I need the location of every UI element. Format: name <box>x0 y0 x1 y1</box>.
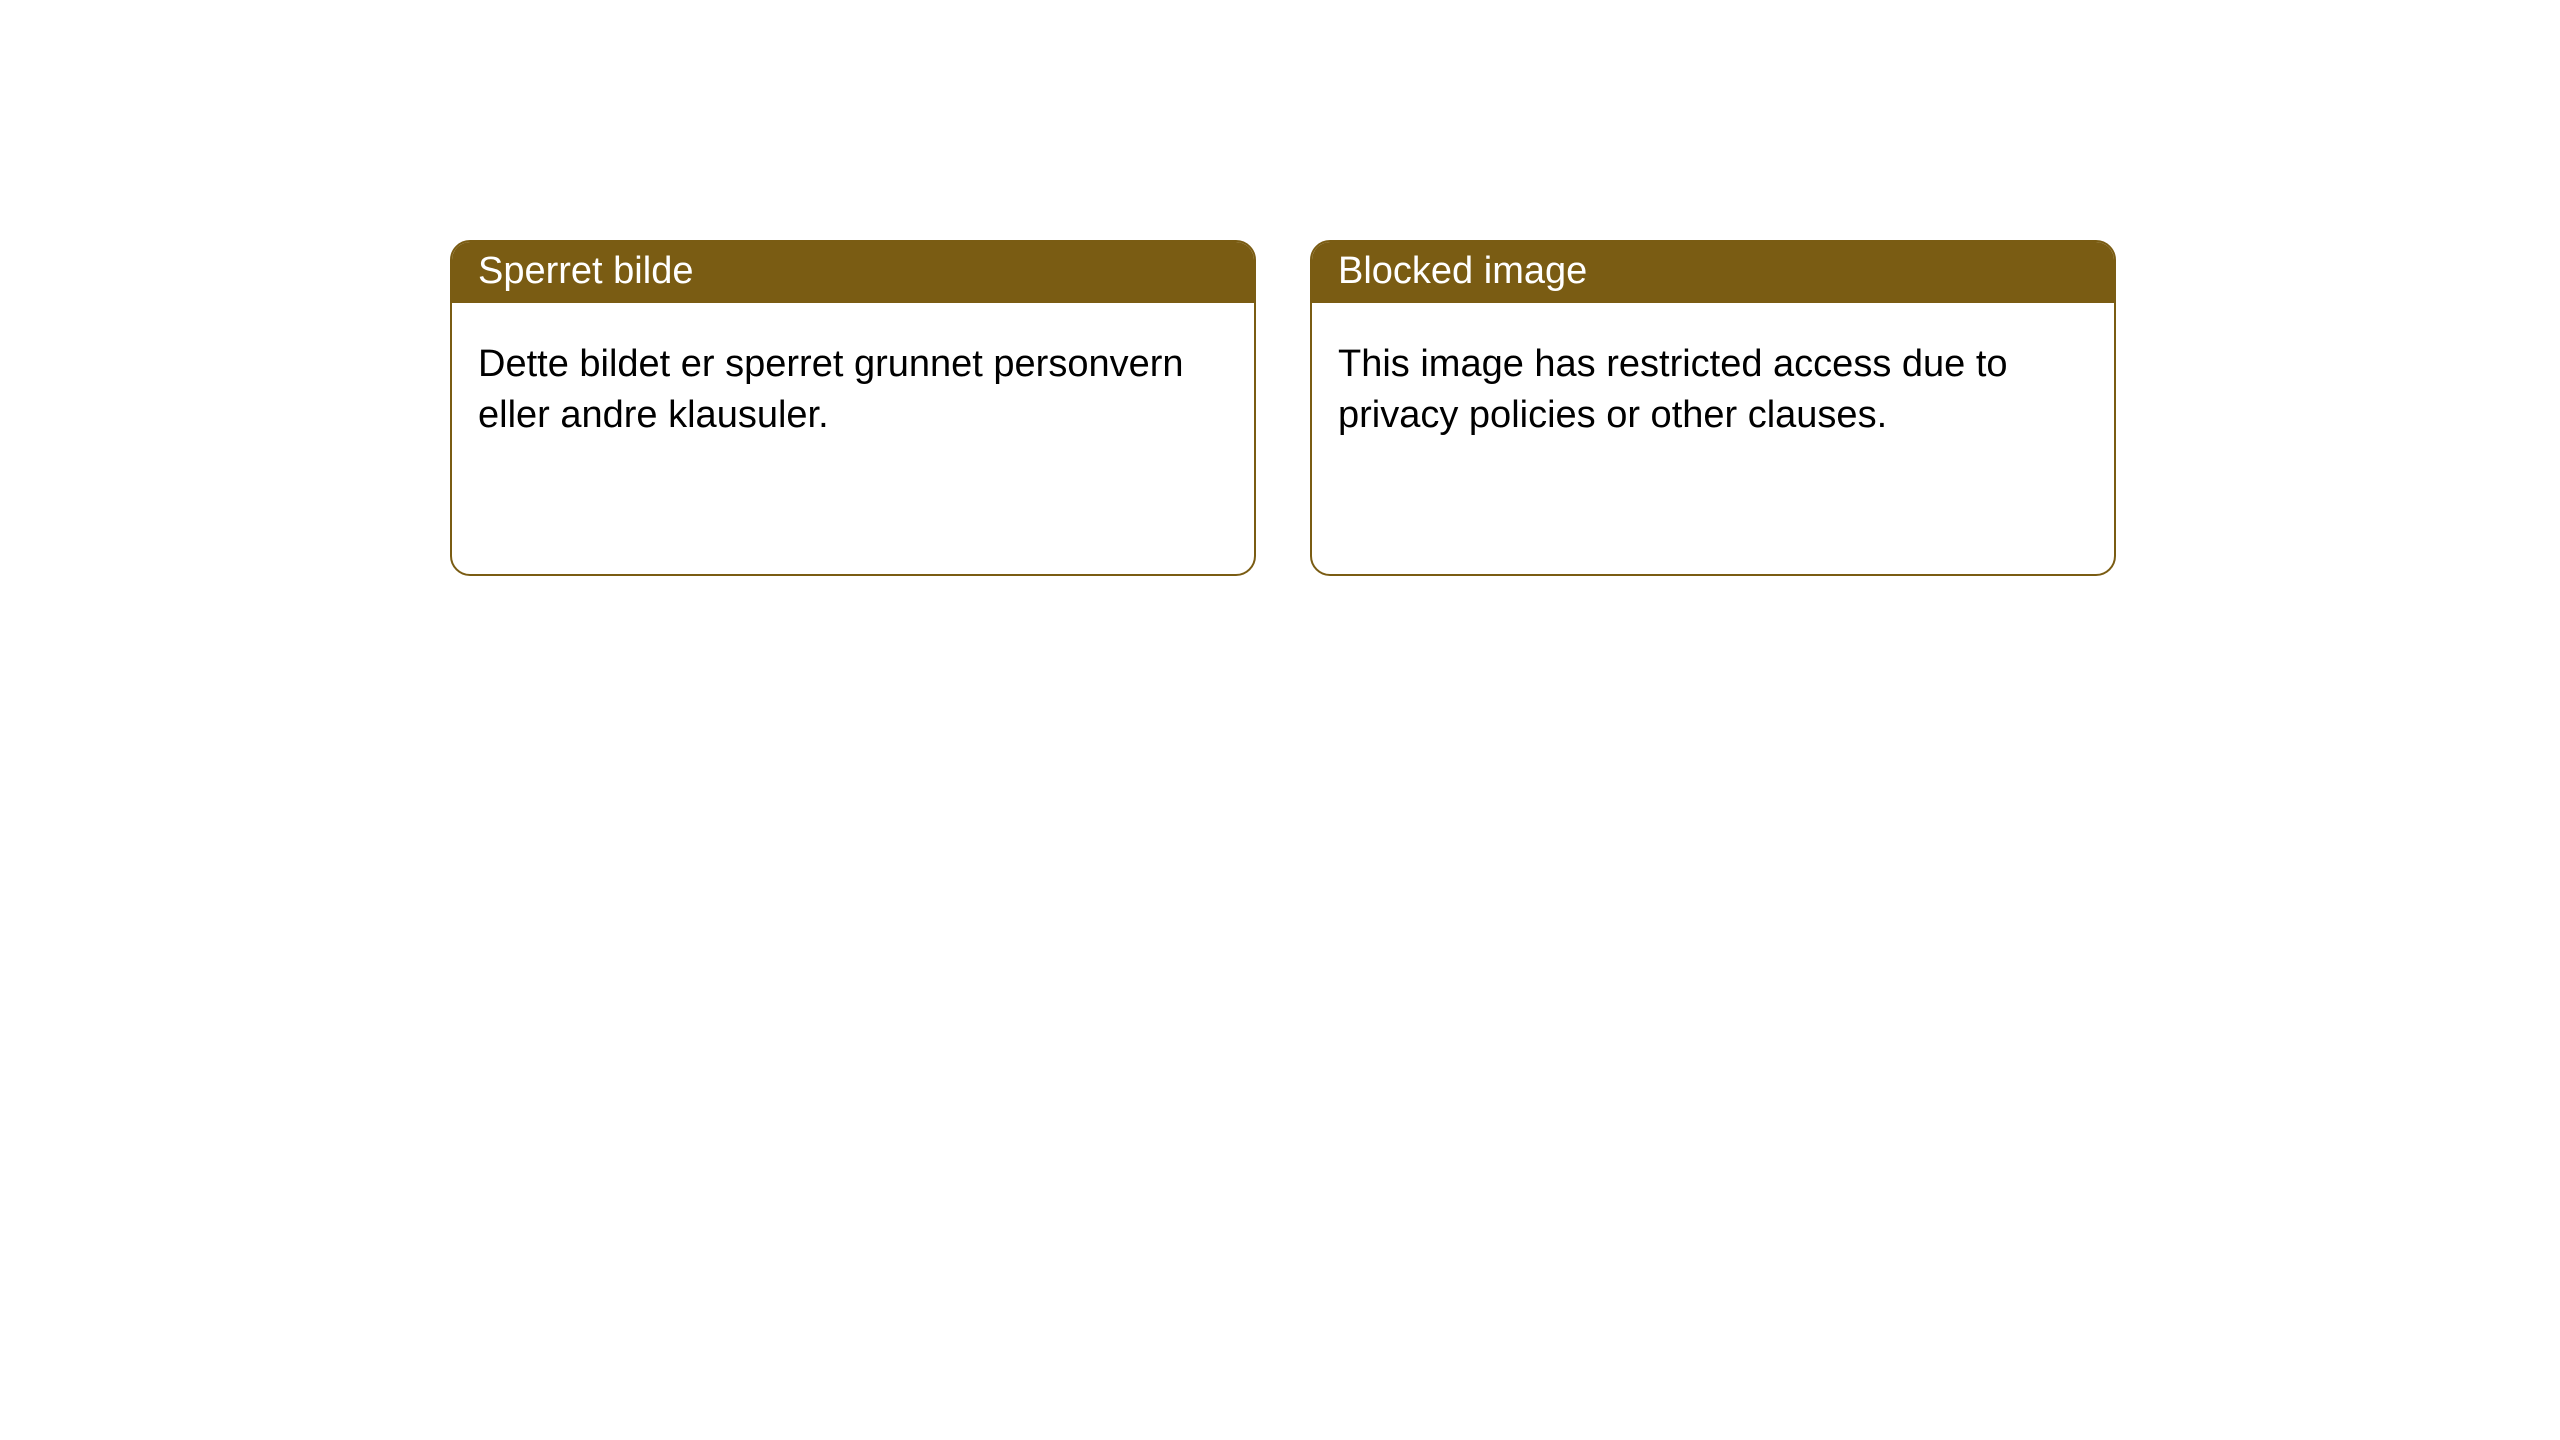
notice-card-body: Dette bildet er sperret grunnet personve… <box>452 303 1254 478</box>
notice-card-norwegian: Sperret bilde Dette bildet er sperret gr… <box>450 240 1256 576</box>
notice-card-header: Sperret bilde <box>452 242 1254 303</box>
notice-card-body: This image has restricted access due to … <box>1312 303 2114 478</box>
notice-card-header: Blocked image <box>1312 242 2114 303</box>
notice-cards-container: Sperret bilde Dette bildet er sperret gr… <box>450 240 2560 576</box>
notice-card-english: Blocked image This image has restricted … <box>1310 240 2116 576</box>
